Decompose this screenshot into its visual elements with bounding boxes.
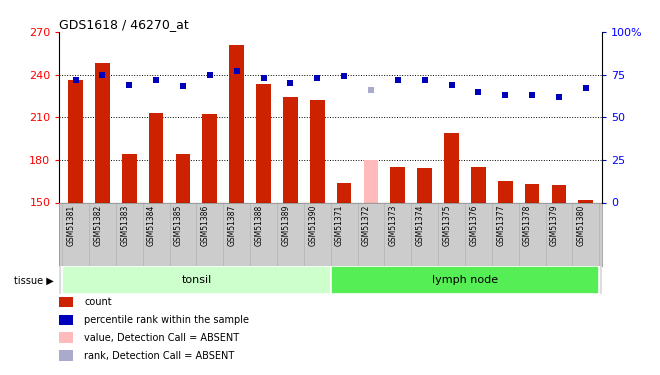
Text: tissue ▶: tissue ▶ [15,275,54,285]
Text: GSM51381: GSM51381 [67,204,75,246]
Text: lymph node: lymph node [432,275,498,285]
Text: GSM51379: GSM51379 [550,204,559,246]
Text: GSM51378: GSM51378 [523,204,532,246]
Bar [203,114,217,202]
Text: GSM51390: GSM51390 [308,204,317,246]
Text: GSM51375: GSM51375 [442,204,451,246]
Text: GDS1618 / 46270_at: GDS1618 / 46270_at [59,18,189,31]
Bar [552,186,566,202]
Text: GSM51373: GSM51373 [389,204,398,246]
Text: GSM51382: GSM51382 [93,204,102,246]
Bar [283,97,298,202]
Text: GSM51377: GSM51377 [496,204,506,246]
Bar [471,167,486,202]
Text: GSM51380: GSM51380 [577,204,586,246]
Text: GSM51374: GSM51374 [416,204,424,246]
Bar [444,133,459,202]
Bar [364,160,378,202]
Bar [331,266,599,294]
Text: GSM51389: GSM51389 [281,204,290,246]
Text: tonsil: tonsil [182,275,211,285]
Bar [122,154,137,203]
Bar [525,184,539,203]
Text: GSM51384: GSM51384 [147,204,156,246]
Text: GSM51383: GSM51383 [120,204,129,246]
Text: GSM51387: GSM51387 [228,204,237,246]
Bar [498,181,513,203]
Bar [417,168,432,202]
Text: GSM51386: GSM51386 [201,204,210,246]
Text: GSM51371: GSM51371 [335,204,344,246]
Text: GSM51372: GSM51372 [362,204,371,246]
Bar [176,154,190,203]
Text: count: count [84,297,112,307]
Bar [578,200,593,202]
Bar [337,183,352,203]
Text: percentile rank within the sample: percentile rank within the sample [84,315,249,325]
Bar [229,45,244,203]
Bar [148,113,164,202]
Bar [95,63,110,202]
Bar [62,266,331,294]
Bar [256,84,271,203]
Text: GSM51388: GSM51388 [255,204,263,246]
Text: rank, Detection Call = ABSENT: rank, Detection Call = ABSENT [84,351,235,361]
Text: value, Detection Call = ABSENT: value, Detection Call = ABSENT [84,333,240,343]
Bar [310,100,325,202]
Text: GSM51376: GSM51376 [469,204,478,246]
Bar [68,80,83,203]
Text: GSM51385: GSM51385 [174,204,183,246]
Bar [391,167,405,202]
